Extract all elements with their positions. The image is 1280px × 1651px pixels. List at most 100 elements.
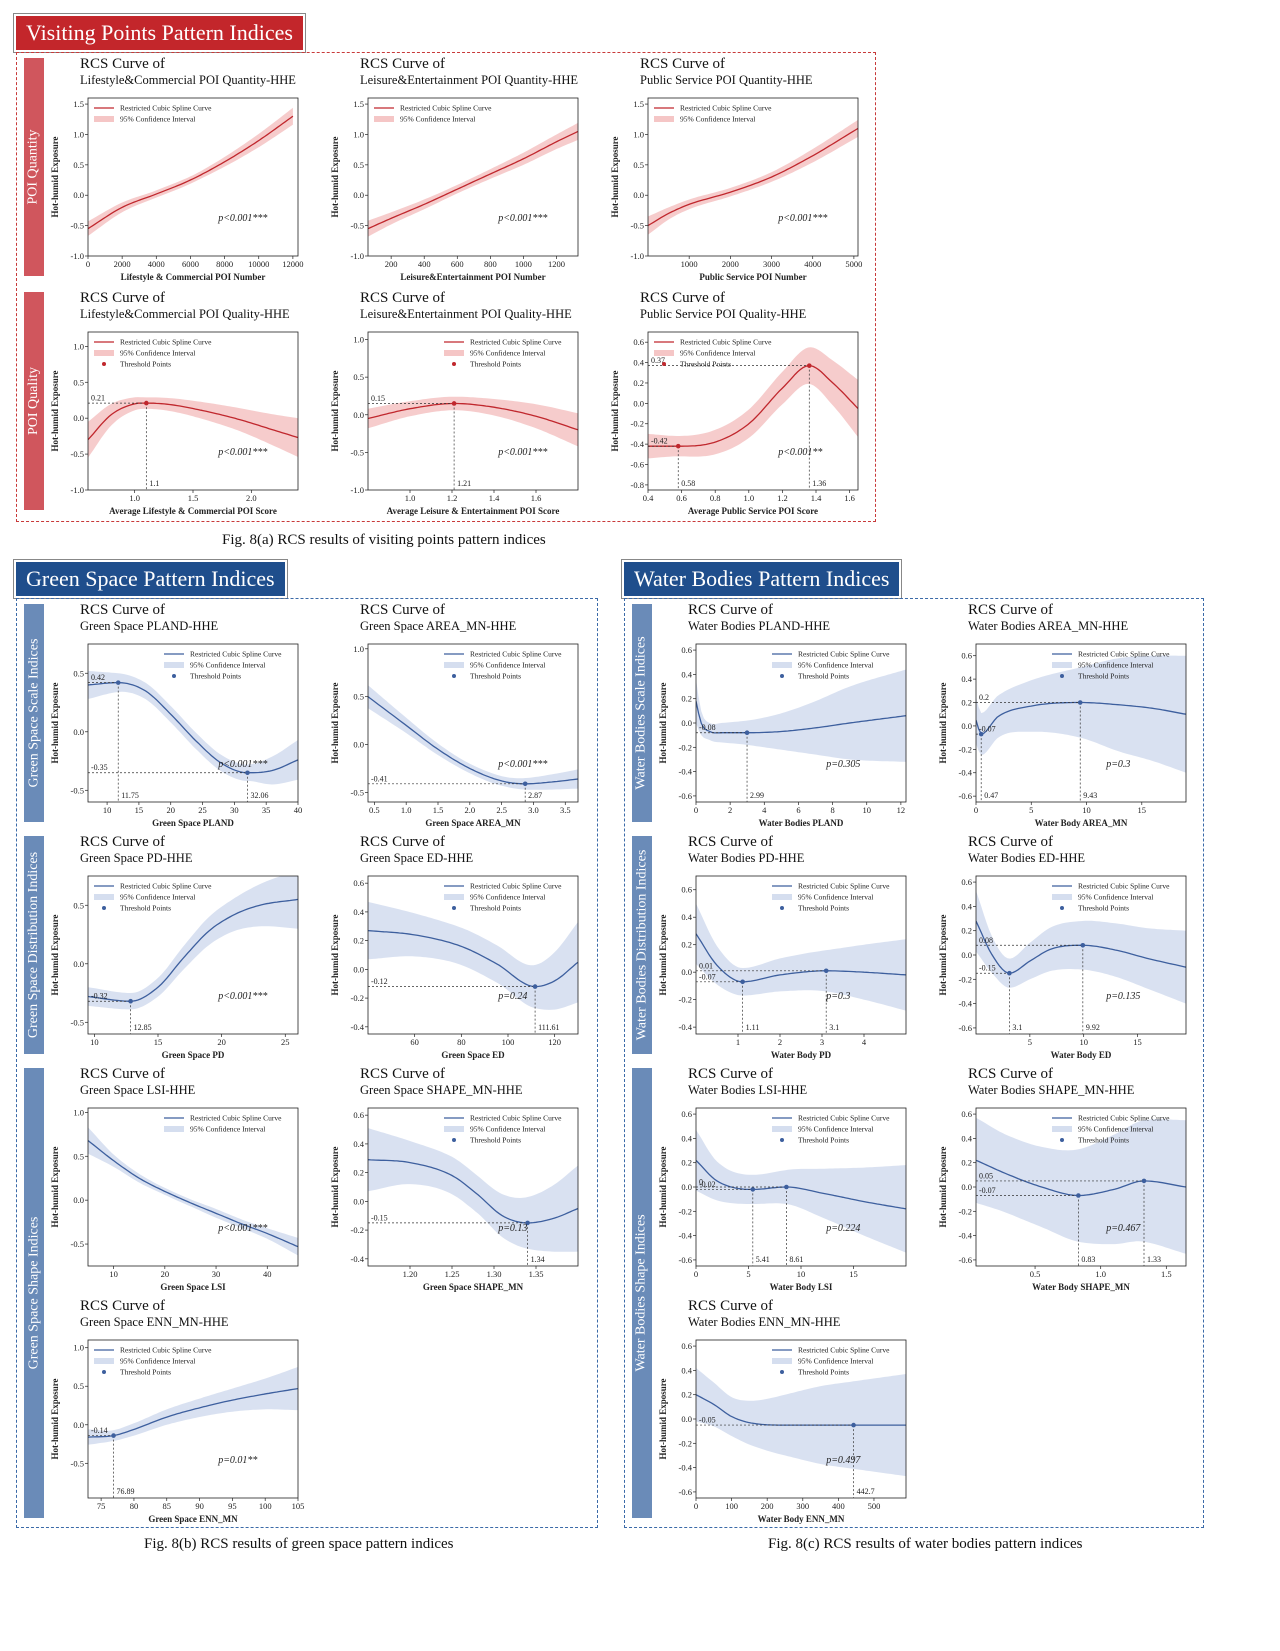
p-value-label: p=0.01** — [217, 1455, 257, 1466]
y-axis-label: Hot-humid Exposure — [330, 682, 340, 763]
chart-title-line: RCS Curve of — [80, 1298, 166, 1314]
spline-curve — [976, 1159, 1186, 1197]
y-tick-label: 1.0 — [353, 129, 364, 139]
rcs-chart: 1000 2000 3000 4000 5000 -1.0 -0.5 0.0 0.5 1.0 1.5… — [610, 97, 862, 282]
y-tick-label: 0.2 — [353, 936, 364, 946]
threshold-y-label: -0.08 — [699, 723, 716, 732]
threshold-x-label: 76.89 — [117, 1487, 135, 1496]
threshold-y-label: -0.02 — [699, 1180, 716, 1189]
y-tick-label: 0.0 — [633, 398, 644, 408]
threshold-y-label: -0.35 — [91, 763, 108, 772]
threshold-point — [823, 968, 829, 974]
legend-ci-swatch — [654, 350, 674, 356]
x-tick-label: 2000 — [114, 259, 131, 269]
threshold-x-label: 0.47 — [984, 791, 998, 800]
x-tick-label: 30 — [212, 1269, 221, 1279]
x-tick-label: 80 — [457, 1037, 466, 1047]
x-tick-label: 1200 — [548, 259, 565, 269]
y-tick-label: -0.5 — [351, 787, 364, 797]
y-tick-label: 0.0 — [353, 410, 364, 420]
y-tick-label: -0.6 — [679, 1487, 692, 1497]
rcs-chart: -0.07 0.47 0.2 9.43 0 5 10 15 -0.6 -0.4 -0.2 0.0 0.2… — [938, 643, 1187, 828]
legend-threshold-swatch — [452, 362, 456, 366]
legend-threshold-swatch — [1060, 1138, 1064, 1142]
x-tick-label: 400 — [418, 259, 431, 269]
x-tick-label: 120 — [548, 1037, 561, 1047]
p-value-label: p=0.3 — [825, 991, 850, 1002]
y-tick-label: -1.0 — [351, 251, 364, 261]
y-axis-label: Hot-humid Exposure — [938, 1146, 948, 1227]
legend-curve-label: Restricted Cubic Spline Curve — [120, 882, 212, 891]
threshold-point — [1077, 700, 1083, 705]
legend-curve-label: Restricted Cubic Spline Curve — [190, 1114, 282, 1123]
legend-threshold-label: Threshold Points — [120, 1368, 171, 1377]
plot-area — [368, 122, 578, 237]
x-tick-label: 30 — [230, 805, 239, 815]
y-tick-label: 0.5 — [73, 668, 84, 678]
y-tick-label: 0.6 — [961, 1109, 972, 1119]
legend-curve-label: Restricted Cubic Spline Curve — [190, 650, 282, 659]
legend-ci-swatch — [444, 1126, 464, 1132]
threshold-point — [111, 1433, 116, 1438]
legend-ci-swatch — [164, 1126, 184, 1132]
chart-panel: RCS Curve of Green Space AREA_MN-HHE -0.41… — [330, 602, 586, 848]
chart-title-line: RCS Curve of — [688, 1066, 774, 1082]
y-tick-label: -0.2 — [679, 742, 692, 752]
x-tick-label: 1.0 — [405, 493, 416, 503]
x-axis-label: Water Body SHAPE_MN — [1032, 1282, 1130, 1292]
chart-title: RCS Curve of Public Service POI Quality-H… — [640, 290, 806, 322]
rcs-chart: -0.15 1.34 1.20 1.25 1.30 1.35 -0.4 -0.2 0.0 0.2 0… — [330, 1107, 579, 1292]
y-tick-label: 0.5 — [353, 692, 364, 702]
chart-subtitle: Water Bodies ED-HHE — [968, 851, 1086, 865]
x-tick-label: 4000 — [148, 259, 165, 269]
legend-threshold-label: Threshold Points — [120, 904, 171, 913]
y-tick-label: 0.0 — [353, 964, 364, 974]
y-tick-label: 0.2 — [961, 1158, 972, 1168]
x-tick-label: 3000 — [763, 259, 780, 269]
rcs-chart: -0.08 2.99 0 2 4 6 8 10 12 -0.6 -0.4 -0.2 0.0 0.2 0.4 0… — [658, 643, 907, 828]
chart-panel: RCS Curve of Leisure&Entertainment POI Qu… — [330, 290, 586, 536]
legend-ci-swatch — [94, 894, 114, 900]
confidence-band — [696, 903, 906, 1011]
x-tick-label: 1.0 — [129, 493, 140, 503]
legend-ci-label: 95% Confidence Interval — [470, 893, 545, 902]
legend-ci-swatch — [772, 894, 792, 900]
y-tick-label: -0.6 — [679, 791, 692, 801]
threshold-point — [128, 998, 133, 1004]
threshold-y-label: 0.21 — [91, 394, 105, 403]
x-tick-label: 1.35 — [529, 1269, 544, 1279]
threshold-point — [740, 979, 745, 985]
x-tick-label: 200 — [761, 1501, 774, 1511]
y-tick-label: 0.5 — [73, 900, 84, 910]
x-tick-label: 0 — [694, 805, 698, 815]
y-tick-label: -0.4 — [351, 1254, 365, 1264]
legend-threshold-label: Threshold Points — [798, 904, 849, 913]
confidence-band — [696, 1368, 906, 1477]
spline-curve — [88, 1139, 298, 1248]
plot-frame — [647, 97, 859, 257]
sidebar-green-distribution: Green Space Distribution Indices — [24, 836, 44, 1054]
threshold-y-label: -0.07 — [979, 725, 996, 734]
x-tick-label: 200 — [385, 259, 398, 269]
x-tick-label: 1.25 — [445, 1269, 460, 1279]
p-value-label: p=0.224 — [825, 1223, 860, 1234]
threshold-point — [451, 401, 457, 406]
y-tick-label: -0.4 — [679, 1231, 693, 1241]
legend-threshold-label: Threshold Points — [798, 672, 849, 681]
y-tick-label: 0.2 — [681, 940, 692, 950]
y-tick-label: -0.2 — [351, 993, 364, 1003]
x-tick-label: 1.5 — [1161, 1269, 1172, 1279]
chart-legend: Restricted Cubic Spline Curve 95% Confide… — [444, 1114, 562, 1145]
x-axis-label: Leisure&Entertainment POI Number — [400, 272, 545, 282]
chart-title-line: RCS Curve of — [968, 602, 1054, 618]
chart-panel: RCS Curve of Water Bodies LSI-HHE -0.02 5.4… — [658, 1066, 914, 1312]
chart-title: RCS Curve of Green Space AREA_MN-HHE — [360, 602, 516, 634]
x-tick-label: 15 — [1133, 1037, 1142, 1047]
p-value-label: p=0.135 — [1105, 991, 1140, 1002]
confidence-band — [368, 901, 578, 1010]
x-tick-label: 75 — [97, 1501, 106, 1511]
y-tick-label: -0.2 — [351, 1225, 364, 1235]
y-tick-label: 0.4 — [633, 358, 644, 368]
x-axis-label: Water Body AREA_MN — [1035, 818, 1128, 828]
chart-panel: RCS Curve of Green Space ENN_MN-HHE -0.14 7… — [50, 1298, 306, 1544]
